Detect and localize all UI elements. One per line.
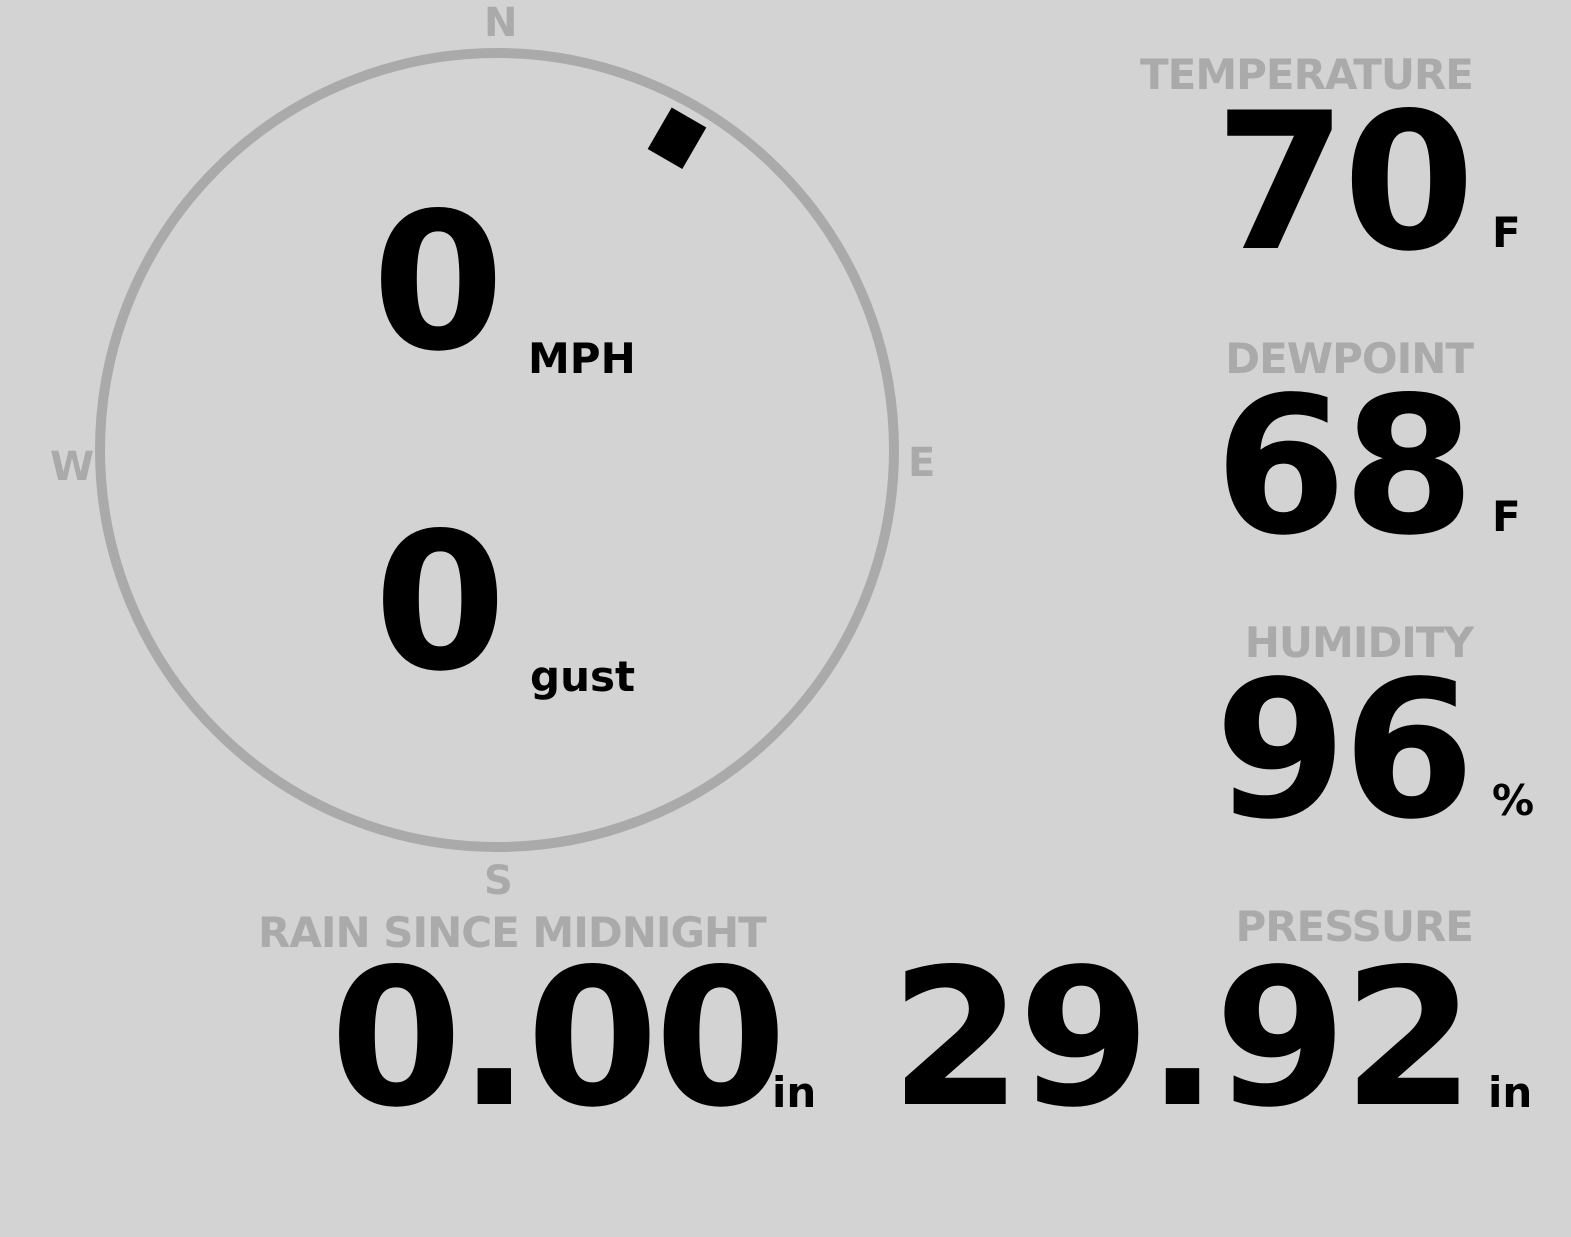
temperature-label: TEMPERATURE (1140, 50, 1474, 99)
dewpoint-label: DEWPOINT (1225, 334, 1474, 383)
pressure-value: 29.92 (890, 928, 1475, 1149)
compass-ring (95, 48, 899, 852)
pressure-unit: in (1488, 1068, 1533, 1117)
rain-label: RAIN SINCE MIDNIGHT (258, 908, 767, 957)
wind-speed-unit: MPH (528, 334, 636, 383)
temperature-unit: F (1492, 208, 1521, 257)
dewpoint-unit: F (1492, 492, 1521, 541)
wind-speed-value: 0 (372, 172, 504, 393)
rain-unit: in (772, 1068, 817, 1117)
compass-east: E (908, 440, 936, 486)
rain-value: 0.00 (330, 928, 787, 1149)
wind-direction-marker (647, 107, 707, 170)
compass-south: S (484, 858, 513, 904)
compass-north: N (484, 0, 518, 46)
humidity-value: 96 (1214, 640, 1475, 861)
pressure-label: PRESSURE (1235, 902, 1474, 951)
dewpoint-value: 68 (1214, 356, 1475, 577)
wind-gust-unit: gust (530, 652, 636, 701)
humidity-unit: % (1492, 776, 1535, 825)
humidity-label: HUMIDITY (1244, 618, 1474, 667)
temperature-value: 70 (1214, 72, 1475, 293)
compass-west: W (50, 444, 95, 490)
wind-gust-value: 0 (374, 492, 506, 713)
wind-compass (95, 48, 899, 852)
